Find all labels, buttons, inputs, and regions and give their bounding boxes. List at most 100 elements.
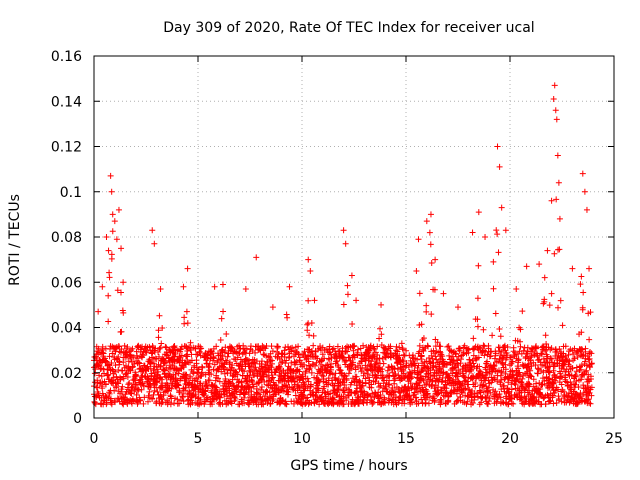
data-point-marker [551, 250, 558, 257]
data-point-marker [389, 385, 396, 392]
data-point-marker [198, 400, 205, 407]
data-point-marker [158, 340, 165, 347]
data-point-marker [351, 343, 358, 350]
data-point-marker [133, 391, 140, 398]
data-point-marker [216, 378, 223, 385]
data-point-marker [254, 390, 261, 397]
data-point-marker [253, 358, 260, 365]
data-point-marker [102, 381, 109, 388]
data-point-marker [301, 361, 308, 368]
data-point-marker [184, 320, 191, 327]
data-point-marker [497, 394, 504, 401]
data-point-marker [575, 384, 582, 391]
x-tick-label: 0 [90, 431, 99, 447]
grid-lines [94, 56, 614, 418]
data-point-marker [327, 390, 334, 397]
data-point-marker [215, 375, 222, 382]
data-point-marker [426, 394, 433, 401]
data-point-marker [349, 321, 356, 328]
data-point-marker [293, 358, 300, 365]
data-point-marker [181, 320, 188, 327]
data-point-marker [183, 308, 190, 315]
data-point-marker [222, 378, 229, 385]
data-point-marker [286, 383, 293, 390]
data-point-marker [541, 378, 548, 385]
data-point-marker [569, 265, 576, 272]
data-point-marker [290, 400, 297, 407]
data-point-marker [325, 375, 332, 382]
data-point-marker [109, 350, 116, 357]
data-point-marker [548, 345, 555, 352]
data-point-marker [387, 343, 394, 350]
data-point-marker [115, 353, 122, 360]
data-point-marker [344, 343, 351, 350]
data-point-marker [307, 267, 314, 274]
data-point-marker [261, 378, 268, 385]
data-point-marker [355, 346, 362, 353]
data-point-marker [194, 395, 201, 402]
data-point-marker [238, 378, 245, 385]
data-point-marker [95, 308, 102, 315]
data-point-marker [484, 393, 491, 400]
data-point-marker [99, 283, 106, 290]
data-point-marker [548, 197, 555, 204]
data-point-marker [536, 261, 543, 268]
data-point-marker [154, 366, 161, 373]
data-point-marker [224, 353, 231, 360]
data-point-marker [135, 359, 142, 366]
data-point-marker [542, 347, 549, 354]
data-point-marker [405, 364, 412, 371]
data-point-marker [117, 289, 124, 296]
y-tick-label: 0.12 [51, 140, 82, 156]
data-point-marker [141, 394, 148, 401]
data-point-marker [546, 363, 553, 370]
data-point-marker [579, 346, 586, 353]
data-point-marker [466, 356, 473, 363]
data-point-marker [113, 373, 120, 380]
data-point-marker [167, 401, 174, 408]
data-point-marker [403, 347, 410, 354]
data-point-marker [105, 318, 112, 325]
data-point-marker [372, 349, 379, 356]
data-point-marker [457, 356, 464, 363]
data-point-marker [128, 347, 135, 354]
data-point-marker [359, 364, 366, 371]
data-point-marker [226, 385, 233, 392]
data-point-marker [128, 390, 135, 397]
data-point-marker [284, 314, 291, 321]
data-point-marker [181, 314, 188, 321]
data-point-marker [334, 343, 341, 350]
data-point-marker [579, 353, 586, 360]
data-point-marker [551, 363, 558, 370]
data-point-marker [538, 350, 545, 357]
data-point-marker [482, 234, 489, 240]
data-point-marker [530, 376, 537, 383]
data-point-marker [137, 396, 144, 403]
data-point-marker [340, 227, 347, 234]
data-point-marker [180, 398, 187, 405]
data-point-marker [553, 374, 560, 381]
data-point-marker [373, 374, 380, 381]
x-tick-label: 10 [293, 431, 311, 447]
data-point-marker [240, 342, 247, 349]
data-point-marker [537, 385, 544, 392]
y-tick-label: 0.04 [51, 321, 82, 337]
data-point-marker [197, 352, 204, 359]
y-tick-label: 0.1 [60, 185, 82, 201]
data-point-marker [523, 263, 530, 270]
data-point-marker [419, 376, 426, 383]
data-point-marker [424, 390, 431, 397]
data-point-marker [269, 304, 276, 311]
x-axis-label: GPS time / hours [290, 458, 407, 474]
data-point-marker [258, 397, 265, 404]
data-point-marker [307, 381, 314, 388]
data-point-marker [183, 375, 190, 382]
data-point-marker [510, 371, 517, 378]
data-point-marker [539, 343, 546, 350]
data-point-marker [115, 206, 122, 213]
data-point-marker [217, 394, 224, 401]
data-point-marker [434, 339, 441, 346]
data-point-marker [471, 393, 478, 400]
data-point-marker [151, 240, 158, 247]
data-point-marker [374, 352, 381, 359]
